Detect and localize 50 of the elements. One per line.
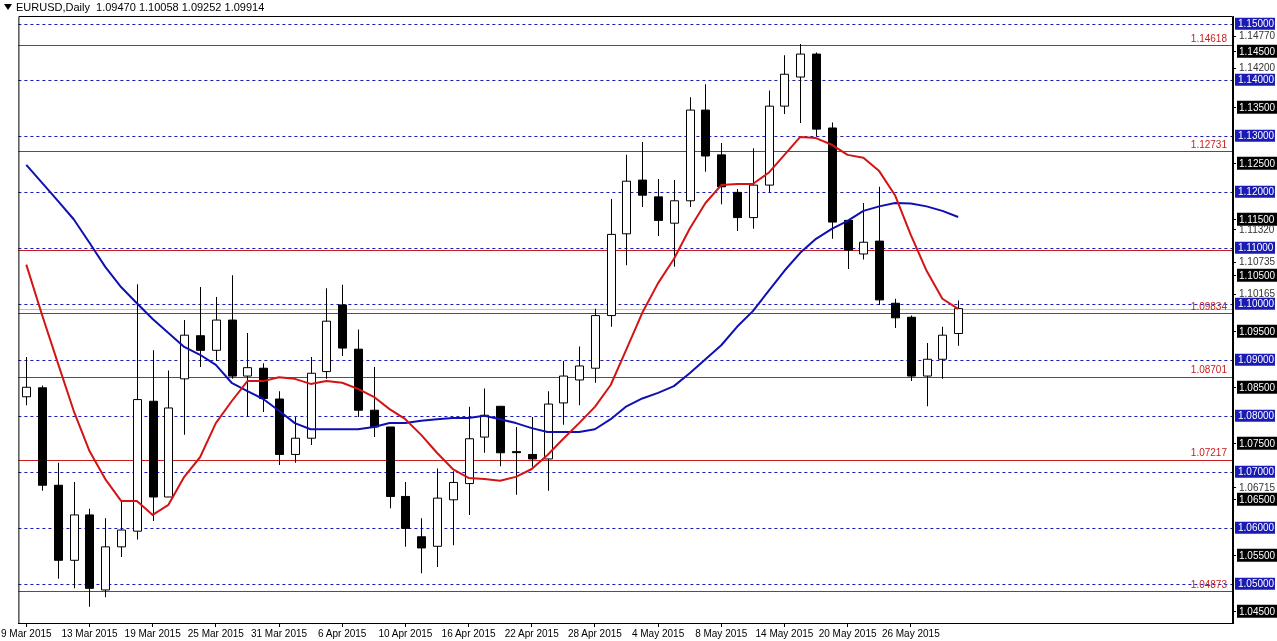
ref-line-label: 1.12000 — [1238, 185, 1275, 197]
ref-line-label: 1.04873 — [1190, 578, 1228, 590]
y-tick-label: 1.11320 — [1239, 223, 1275, 235]
ref-line-label: 1.15000 — [1238, 17, 1275, 29]
ref-line-label: 1.07000 — [1238, 465, 1275, 477]
x-tick-label: 8 May 2015 — [695, 627, 748, 639]
x-tick-label: 9 Mar 2015 — [1, 627, 53, 639]
y-tick-label: 1.11500 — [1239, 213, 1275, 225]
x-tick-label: 31 Mar 2015 — [250, 627, 308, 639]
ref-line-label: 1.09000 — [1238, 353, 1275, 365]
y-tick-label: 1.09500 — [1239, 325, 1276, 337]
x-tick-label: 13 Mar 2015 — [61, 627, 118, 639]
ref-line-label: 1.06000 — [1238, 521, 1275, 533]
x-tick-label: 25 Mar 2015 — [187, 627, 245, 639]
y-tick-label: 1.10735 — [1239, 256, 1276, 268]
x-tick-label: 14 May 2015 — [755, 627, 814, 639]
ref-line-label: 1.11000 — [1238, 241, 1274, 253]
y-tick-label: 1.10500 — [1239, 269, 1276, 281]
x-tick-label: 20 May 2015 — [818, 627, 877, 639]
y-tick-label: 1.13500 — [1239, 101, 1276, 113]
y-tick-label: 1.06500 — [1239, 493, 1276, 505]
chart-title: EURUSD,Daily 1.09470 1.10058 1.09252 1.09914 — [16, 1, 265, 13]
x-tick-label: 19 Mar 2015 — [124, 627, 182, 639]
y-tick-label: 1.12500 — [1239, 157, 1276, 169]
y-tick-label: 1.10165 — [1239, 288, 1276, 300]
ref-line-label: 1.08000 — [1238, 409, 1275, 421]
ref-line-label: 1.07217 — [1190, 447, 1228, 459]
y-tick-label: 1.07500 — [1239, 437, 1276, 449]
y-tick-label: 1.14770 — [1239, 30, 1276, 42]
y-tick-label: 1.14500 — [1239, 45, 1276, 57]
y-tick-label: 1.06715 — [1239, 481, 1276, 493]
x-tick-label: 4 May 2015 — [631, 627, 685, 639]
y-tick-label: 1.08500 — [1239, 381, 1276, 393]
ref-line-label: 1.08701 — [1190, 364, 1228, 376]
ref-line-label: 1.05000 — [1238, 577, 1275, 589]
x-tick-label: 22 Apr 2015 — [504, 627, 560, 639]
ref-line-label: 1.10000 — [1238, 297, 1275, 309]
ref-line-label: 1.14618 — [1190, 32, 1228, 44]
x-tick-label: 10 Apr 2015 — [378, 627, 433, 639]
x-tick-label: 6 Apr 2015 — [318, 627, 367, 639]
ref-line-label: 1.14000 — [1238, 73, 1275, 85]
y-tick-label: 1.04500 — [1239, 605, 1276, 617]
y-tick-label: 1.05500 — [1239, 549, 1276, 561]
x-tick-label: 28 Apr 2015 — [567, 627, 623, 639]
y-tick-label: 1.14200 — [1239, 62, 1276, 74]
x-tick-label: 16 Apr 2015 — [441, 627, 496, 639]
ref-line-label: 1.12731 — [1190, 138, 1228, 150]
x-tick-label: 26 May 2015 — [881, 627, 941, 639]
ref-line-label: 1.09834 — [1190, 300, 1228, 312]
ref-line-label: 1.13000 — [1238, 129, 1275, 141]
